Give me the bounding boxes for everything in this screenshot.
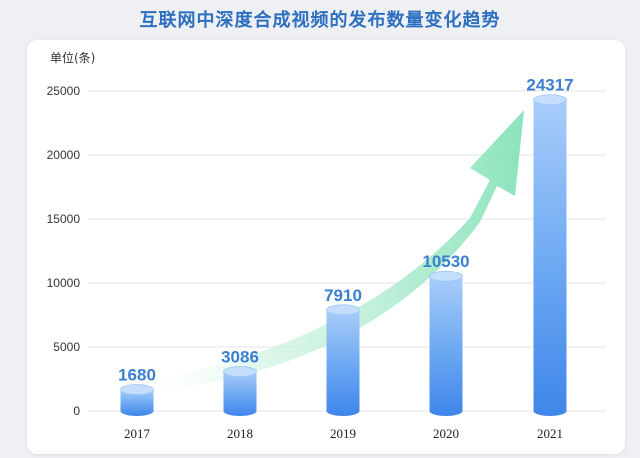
bar-2020 xyxy=(429,276,463,417)
data-label-2019: 7910 xyxy=(324,286,362,305)
bar-2017 xyxy=(120,389,154,417)
bar-top-2019 xyxy=(326,304,360,316)
y-tick-label: 5000 xyxy=(53,340,80,354)
bar-top-2017 xyxy=(120,384,154,395)
bar-top-2020 xyxy=(429,270,463,282)
data-label-2020: 10530 xyxy=(422,252,469,271)
data-label-2018: 3086 xyxy=(221,347,259,366)
x-tick-label-2018: 2018 xyxy=(227,426,253,441)
x-tick-label-2021: 2021 xyxy=(537,426,563,441)
bar-2018 xyxy=(223,371,257,417)
y-axis-unit-label: 单位(条) xyxy=(50,50,95,65)
x-tick-label-2017: 2017 xyxy=(124,426,151,441)
data-label-2021: 24317 xyxy=(526,76,573,95)
y-tick-label: 15000 xyxy=(47,212,81,226)
data-label-2017: 1680 xyxy=(118,365,156,384)
x-tick-label-2020: 2020 xyxy=(433,426,459,441)
y-tick-label: 25000 xyxy=(47,84,81,98)
y-tick-label: 0 xyxy=(73,404,80,418)
y-tick-label: 20000 xyxy=(47,148,81,162)
bar-top-2018 xyxy=(223,366,257,377)
x-tick-label-2019: 2019 xyxy=(330,426,356,441)
chart-title: 互联网中深度合成视频的发布数量变化趋势 xyxy=(139,10,501,31)
y-tick-label: 10000 xyxy=(47,276,81,290)
chart-panel xyxy=(27,40,625,454)
bar-top-2021 xyxy=(533,94,567,106)
bar-2019 xyxy=(326,309,360,417)
bar-2021 xyxy=(533,99,567,417)
